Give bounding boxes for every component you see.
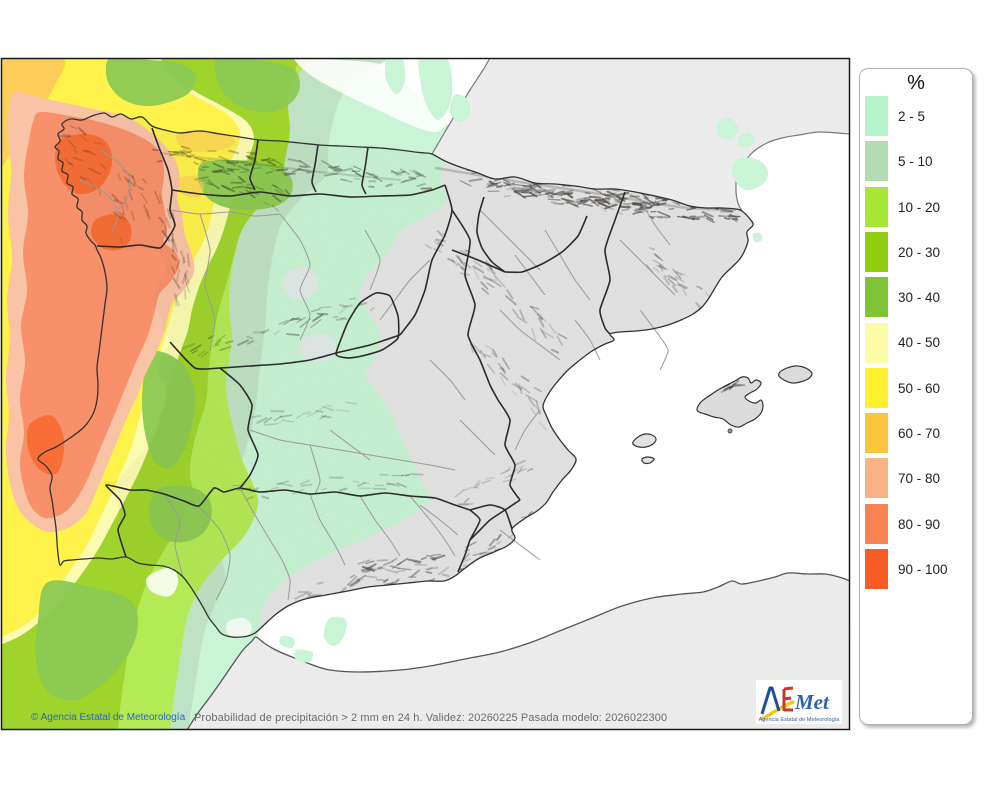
- svg-text:Met: Met: [794, 690, 830, 714]
- svg-text:Agencia Estatal de Meteorologí: Agencia Estatal de Meteorología: [759, 717, 841, 723]
